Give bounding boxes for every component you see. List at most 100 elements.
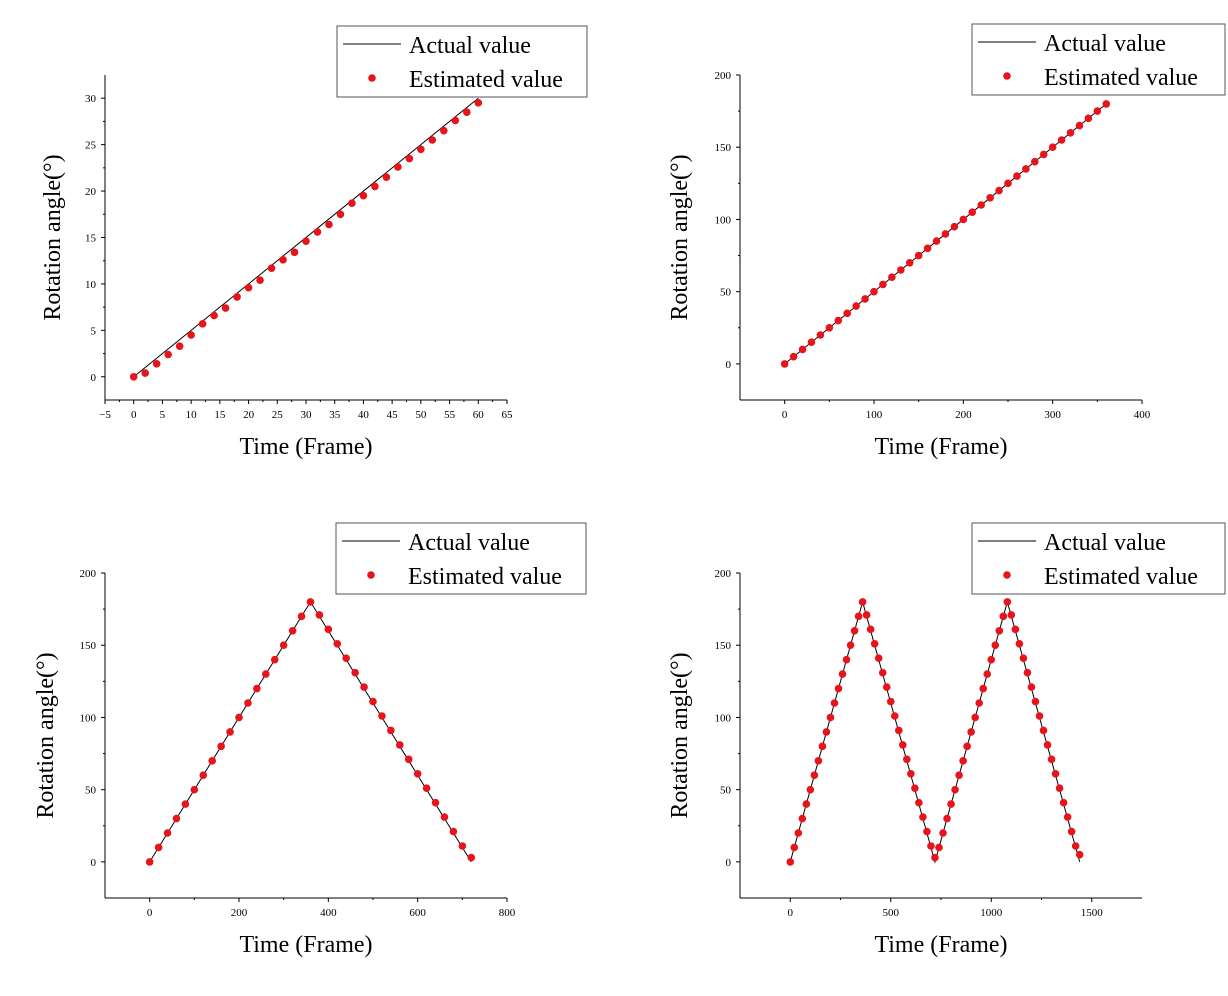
- estimated-value-point: [810, 771, 819, 780]
- estimated-value-point: [404, 755, 413, 764]
- x-tick-label: 400: [320, 907, 337, 919]
- estimated-value-point: [1067, 827, 1076, 836]
- estimated-value-point: [378, 712, 386, 720]
- estimated-value-point: [451, 116, 460, 125]
- estimated-value-point: [951, 785, 959, 794]
- estimated-value-point: [911, 784, 919, 793]
- estimated-value-point: [931, 853, 939, 862]
- estimated-value-point: [846, 641, 855, 650]
- y-axis-label: Rotation angle(°): [40, 154, 66, 320]
- y-axis-label: Rotation angle(°): [667, 154, 693, 320]
- estimated-value-point: [428, 136, 437, 144]
- x-tick-label: 10: [186, 409, 198, 421]
- estimated-value-point: [874, 654, 883, 663]
- estimated-value-point: [886, 697, 895, 706]
- estimated-value-point: [342, 654, 351, 663]
- estimated-value-point: [208, 756, 216, 765]
- estimated-value-point: [943, 814, 951, 823]
- x-axis-label: Time (Frame): [874, 434, 1007, 460]
- estimated-value-point: [279, 641, 288, 650]
- y-tick-label: 150: [715, 640, 732, 652]
- estimated-value-point: [890, 712, 899, 720]
- chart-panel-4: 0 50 100 150 200 0 500 1000 1500 Time (Frame) Rota…: [667, 522, 1226, 958]
- y-tick-label: 0: [726, 359, 732, 371]
- estimated-value-point: [850, 626, 859, 635]
- estimated-value-point: [870, 639, 879, 648]
- estimated-value-point: [1102, 100, 1111, 108]
- legend-box: [336, 25, 588, 98]
- y-tick-label: 10: [85, 279, 97, 291]
- y-tick-label: 150: [715, 142, 732, 154]
- actual-value-line: [149, 600, 472, 863]
- estimated-value-point: [382, 173, 391, 181]
- estimated-value-point: [333, 639, 342, 648]
- estimated-value-point: [915, 798, 923, 807]
- estimated-value-point: [999, 612, 1008, 621]
- estimated-value-point: [935, 843, 943, 852]
- estimated-value-point: [971, 713, 979, 722]
- estimated-value-point: [991, 641, 1000, 650]
- legend-dot-swatch: [1003, 571, 1011, 579]
- estimated-value-point: [422, 784, 431, 793]
- legend-label-estimated: Estimated value: [1044, 65, 1198, 91]
- x-tick-label: 100: [866, 409, 883, 421]
- estimated-value-point: [217, 742, 225, 751]
- estimated-value-point: [862, 611, 871, 619]
- estimated-value-point: [959, 215, 968, 224]
- estimated-value-point: [1031, 697, 1040, 706]
- x-tick-label: 300: [1044, 409, 1061, 421]
- x-tick-label: 1000: [980, 907, 1003, 919]
- estimated-value-point: [474, 99, 483, 107]
- estimated-value-point: [995, 626, 1004, 635]
- estimated-value-point: [199, 771, 208, 780]
- x-tick-label: 65: [502, 409, 514, 421]
- estimated-value-point: [854, 612, 863, 621]
- estimated-value-point: [790, 843, 799, 852]
- y-tick-label: 150: [80, 640, 97, 652]
- estimated-value-point: [825, 323, 834, 332]
- legend-box: [335, 522, 587, 595]
- y-tick-label: 20: [85, 186, 97, 198]
- estimated-value-point: [348, 199, 356, 207]
- estimated-value-point: [878, 668, 887, 677]
- estimated-value-point: [387, 726, 395, 735]
- estimated-value-point: [360, 683, 368, 691]
- estimated-value-point: [967, 728, 975, 736]
- estimated-value-point: [780, 360, 789, 368]
- x-tick-label: 15: [214, 409, 226, 421]
- estimated-value-point: [297, 612, 306, 621]
- y-tick-label: 200: [80, 568, 97, 580]
- estimated-value-point: [1071, 842, 1080, 850]
- estimated-value-point: [1059, 798, 1068, 807]
- estimated-value-point: [324, 625, 333, 634]
- estimated-value-point: [1022, 165, 1030, 173]
- legend-dot-swatch: [367, 571, 375, 579]
- estimated-value-point: [1019, 654, 1028, 663]
- estimated-value-point: [187, 331, 195, 339]
- estimated-value-point: [858, 598, 867, 606]
- y-axis-label: Rotation angle(°): [33, 652, 59, 818]
- estimated-value-point: [941, 230, 950, 238]
- chart-panel-3: 0 50 100 150 200 0 200 400 600 800 Time (Frame) Rot…: [33, 522, 587, 958]
- estimated-value-point: [977, 201, 985, 209]
- y-tick-label: 0: [726, 857, 732, 869]
- y-tick-label: 100: [715, 712, 732, 724]
- estimated-value-point: [802, 800, 811, 808]
- chart-panel-2: 0 50 100 150 200 0 100 200 300 400 Time (Frame) Rot…: [667, 23, 1226, 460]
- estimated-value-point: [244, 699, 252, 707]
- estimated-value-point: [834, 316, 843, 325]
- estimated-value-point: [1039, 726, 1048, 735]
- estimated-value-point: [923, 827, 931, 836]
- estimated-value-point: [467, 853, 476, 862]
- x-tick-label: 0: [782, 409, 788, 421]
- x-tick-label: 0: [147, 907, 153, 919]
- x-tick-label: 600: [409, 907, 426, 919]
- estimated-value-point: [152, 359, 161, 368]
- estimated-value-point: [914, 251, 923, 260]
- estimated-value-point: [987, 655, 996, 664]
- y-tick-label: 200: [715, 568, 732, 580]
- legend-label-estimated: Estimated value: [408, 564, 562, 590]
- estimated-value-point: [226, 728, 234, 736]
- x-tick-label: 0: [788, 907, 794, 919]
